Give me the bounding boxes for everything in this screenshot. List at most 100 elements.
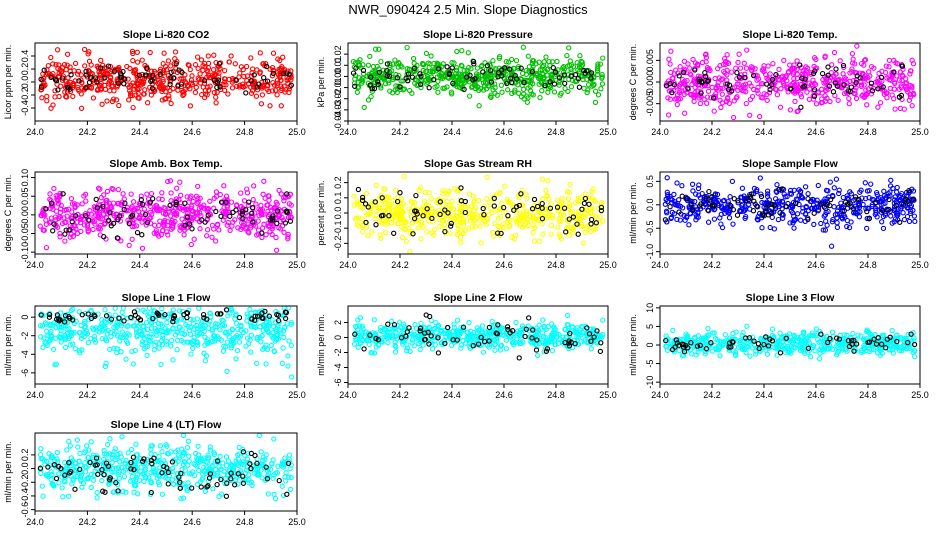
data-point — [78, 105, 85, 111]
data-point — [886, 64, 892, 70]
data-point — [907, 91, 913, 97]
data-point — [168, 69, 174, 75]
data-point — [174, 347, 180, 353]
data-point — [825, 64, 831, 70]
data-point — [216, 227, 222, 233]
data-point — [437, 223, 443, 229]
data-point — [554, 197, 561, 203]
data-point — [877, 99, 884, 106]
data-point — [288, 77, 294, 83]
data-point — [385, 339, 391, 346]
data-point — [351, 80, 358, 86]
data-point — [233, 356, 239, 362]
data-point — [114, 235, 121, 241]
data-point — [213, 100, 219, 106]
data-point — [240, 84, 247, 90]
data-point — [458, 80, 465, 87]
data-point — [353, 65, 359, 71]
data-point — [667, 204, 673, 210]
data-point — [826, 83, 833, 89]
data-point — [727, 194, 733, 200]
data-point — [360, 62, 366, 68]
data-point — [63, 93, 69, 100]
data-point — [95, 185, 102, 191]
data-point — [792, 82, 798, 88]
data-point — [107, 88, 113, 94]
data-point — [103, 207, 109, 213]
data-point — [420, 342, 426, 348]
data-point — [354, 89, 360, 95]
data-point — [127, 65, 133, 72]
data-point — [37, 223, 43, 229]
data-point — [828, 243, 835, 249]
data-point — [75, 68, 82, 75]
data-point — [79, 201, 85, 207]
data-point — [833, 176, 840, 182]
data-point — [837, 58, 843, 64]
data-point — [778, 86, 784, 92]
data-point — [38, 76, 44, 82]
data-point — [225, 219, 232, 226]
data-point — [470, 58, 477, 65]
data-point — [261, 178, 267, 184]
data-point — [167, 202, 173, 209]
data-point — [893, 189, 900, 195]
data-point — [226, 59, 232, 65]
data-point — [221, 87, 228, 94]
data-point — [671, 71, 678, 77]
data-point — [516, 355, 522, 361]
data-point — [67, 227, 73, 233]
data-point — [451, 60, 457, 66]
x-tick-label: 25.0 — [599, 260, 617, 270]
data-point — [169, 217, 175, 224]
data-point — [274, 80, 281, 87]
data-point — [523, 191, 529, 197]
data-point — [577, 53, 583, 59]
data-point — [791, 65, 797, 71]
data-point — [259, 230, 265, 236]
data-point — [192, 62, 199, 68]
data-point — [663, 83, 670, 89]
data-point — [744, 47, 750, 53]
data-point — [107, 209, 113, 216]
data-point — [794, 58, 800, 64]
data-point — [47, 191, 53, 197]
data-point — [167, 213, 174, 219]
data-point — [791, 75, 797, 82]
data-point — [168, 100, 174, 107]
plot-frame — [347, 42, 609, 122]
panel-title: Slope Li-820 Pressure — [423, 29, 533, 41]
data-point — [142, 72, 148, 78]
x-tick-label: 24.8 — [236, 127, 254, 137]
y-tick-label: -0.4 — [20, 100, 30, 116]
data-point — [156, 345, 162, 351]
data-point — [508, 56, 515, 63]
data-point — [699, 80, 705, 86]
data-point — [592, 88, 599, 94]
data-point — [154, 231, 161, 237]
data-point — [401, 86, 408, 92]
data-point — [70, 93, 76, 100]
data-point — [417, 71, 423, 77]
data-point — [270, 213, 276, 219]
y-axis-label: ml/min per min. — [628, 182, 638, 244]
data-point — [378, 58, 384, 65]
data-point — [677, 64, 683, 70]
data-point — [47, 72, 54, 78]
data-point — [272, 87, 279, 93]
data-point — [264, 86, 270, 92]
data-point — [815, 90, 821, 96]
data-point — [232, 217, 238, 223]
data-point — [478, 240, 484, 246]
data-point — [677, 96, 684, 102]
data-point — [269, 73, 276, 79]
data-point — [43, 206, 49, 212]
data-point — [880, 84, 886, 90]
panel-title: Slope Li-820 Temp. — [743, 29, 838, 41]
data-point — [730, 221, 736, 227]
data-point — [664, 80, 670, 86]
data-point — [487, 94, 494, 100]
data-point — [164, 219, 171, 225]
data-point — [359, 80, 365, 86]
data-point — [523, 68, 529, 74]
